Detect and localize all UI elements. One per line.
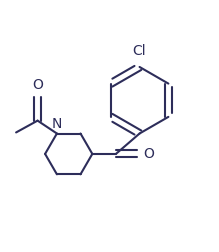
Text: O: O: [32, 78, 43, 92]
Text: N: N: [52, 117, 62, 131]
Text: O: O: [143, 147, 154, 161]
Text: Cl: Cl: [133, 44, 146, 58]
